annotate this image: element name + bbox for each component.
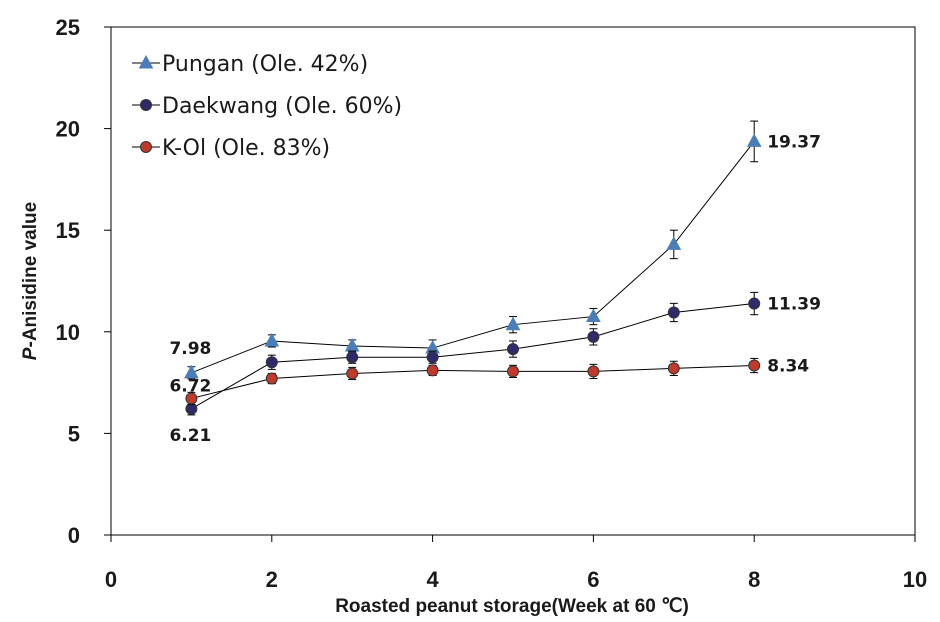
legend-label: K-Ol (Ole. 83%) bbox=[162, 136, 330, 161]
legend-item: Pungan (Ole. 42%) bbox=[132, 52, 368, 77]
data-point bbox=[265, 356, 278, 369]
data-label: 6.72 bbox=[169, 376, 211, 396]
series-0 bbox=[184, 120, 762, 380]
tick-group: 0 2 4 6 8 10 0 5 10 15 20 25 bbox=[56, 15, 928, 592]
x-tick-label: 8 bbox=[748, 567, 760, 592]
data-label: 8.34 bbox=[767, 357, 809, 377]
legend-marker bbox=[140, 141, 152, 153]
data-point bbox=[346, 367, 359, 380]
data-point bbox=[746, 133, 762, 147]
y-tick-label: 5 bbox=[68, 421, 80, 446]
data-point bbox=[426, 351, 439, 364]
series-line bbox=[191, 303, 755, 410]
x-tick-label: 2 bbox=[266, 567, 278, 592]
y-tick-label: 0 bbox=[68, 523, 80, 548]
y-tick-label: 25 bbox=[56, 15, 80, 40]
data-point bbox=[748, 297, 761, 310]
legend-item: Daekwang (Ole. 60%) bbox=[132, 94, 402, 119]
data-point bbox=[667, 306, 680, 319]
y-tick-label: 20 bbox=[56, 117, 80, 142]
x-tick-label: 10 bbox=[903, 567, 927, 592]
legend-label: Daekwang (Ole. 60%) bbox=[162, 94, 402, 119]
x-tick-label: 4 bbox=[426, 567, 439, 592]
data-point bbox=[507, 365, 519, 378]
series-1 bbox=[185, 291, 761, 416]
data-point bbox=[667, 362, 680, 375]
legend: Pungan (Ole. 42%) Daekwang (Ole. 60%) K-Ol… bbox=[132, 52, 402, 161]
data-label: 7.98 bbox=[169, 339, 211, 359]
data-point bbox=[346, 351, 359, 364]
y-axis-title-italic: P bbox=[20, 347, 41, 360]
data-point bbox=[666, 236, 682, 250]
legend-item: K-Ol (Ole. 83%) bbox=[132, 136, 330, 161]
y-tick-label: 10 bbox=[56, 320, 80, 345]
data-point bbox=[184, 364, 199, 379]
series-line bbox=[191, 365, 755, 399]
data-point bbox=[426, 364, 439, 377]
x-axis-title: Roasted peanut storage(Week at 60 ℃) bbox=[335, 596, 689, 617]
data-point bbox=[505, 316, 521, 331]
data-point bbox=[507, 343, 519, 356]
x-tick-label: 0 bbox=[105, 567, 117, 592]
data-point bbox=[264, 332, 280, 347]
legend-marker bbox=[140, 99, 152, 111]
data-point bbox=[265, 372, 278, 385]
x-tick-label: 6 bbox=[587, 567, 599, 592]
data-point bbox=[586, 308, 601, 323]
series-line bbox=[191, 141, 755, 374]
data-point bbox=[748, 359, 761, 372]
y-tick-label: 15 bbox=[56, 218, 80, 243]
y-axis-title: P-Anisidine value bbox=[20, 202, 41, 360]
series-2 bbox=[185, 357, 761, 406]
data-point bbox=[587, 365, 600, 378]
data-label: 6.21 bbox=[169, 426, 211, 446]
legend-label: Pungan (Ole. 42%) bbox=[162, 52, 368, 77]
series-group bbox=[184, 120, 762, 416]
legend-marker bbox=[138, 54, 154, 69]
data-point bbox=[185, 392, 198, 405]
plot-area bbox=[110, 26, 916, 536]
data-label-group: 7.98 6.72 6.21 19.37 11.39 8.34 bbox=[169, 132, 821, 445]
data-point bbox=[587, 330, 600, 343]
y-axis-title-rest: -Anisidine value bbox=[20, 202, 41, 348]
data-label: 11.39 bbox=[767, 295, 821, 315]
data-label: 19.37 bbox=[767, 132, 821, 152]
